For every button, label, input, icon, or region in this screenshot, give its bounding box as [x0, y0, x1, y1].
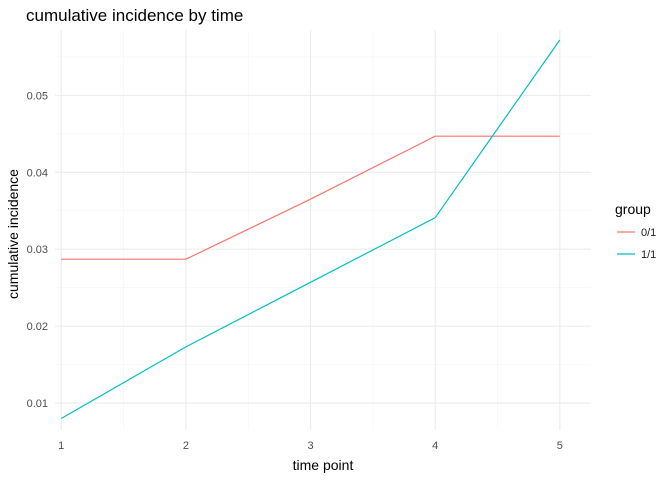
major-gridlines — [55, 30, 591, 430]
y-tick-label: 0.03 — [27, 244, 48, 256]
y-tick-label: 0.01 — [27, 398, 48, 410]
y-tick-label: 0.04 — [27, 167, 48, 179]
legend-label: 0/1 — [641, 227, 656, 239]
y-axis-tick-labels: 0.01 0.02 0.03 0.04 0.05 — [27, 90, 48, 410]
x-tick-label: 4 — [432, 440, 438, 452]
x-tick-label: 3 — [307, 440, 313, 452]
x-tick-label: 5 — [557, 440, 563, 452]
y-axis-title: cumulative incidence — [5, 169, 21, 299]
legend-label: 1/1 — [641, 249, 656, 261]
minor-gridlines — [55, 30, 591, 430]
x-tick-label: 2 — [183, 440, 189, 452]
x-axis-title: time point — [293, 457, 354, 473]
y-tick-label: 0.05 — [27, 90, 48, 102]
series-lines — [60, 39, 561, 420]
series-line-1-1 — [60, 39, 561, 420]
legend-title: group — [615, 201, 651, 217]
x-axis-tick-labels: 1 2 3 4 5 — [58, 440, 563, 452]
chart-title: cumulative incidence by time — [26, 6, 243, 25]
legend: group 0/1 1/1 — [615, 201, 656, 261]
x-tick-label: 1 — [58, 440, 64, 452]
y-tick-label: 0.02 — [27, 321, 48, 333]
series-line-0-1 — [61, 135, 560, 260]
